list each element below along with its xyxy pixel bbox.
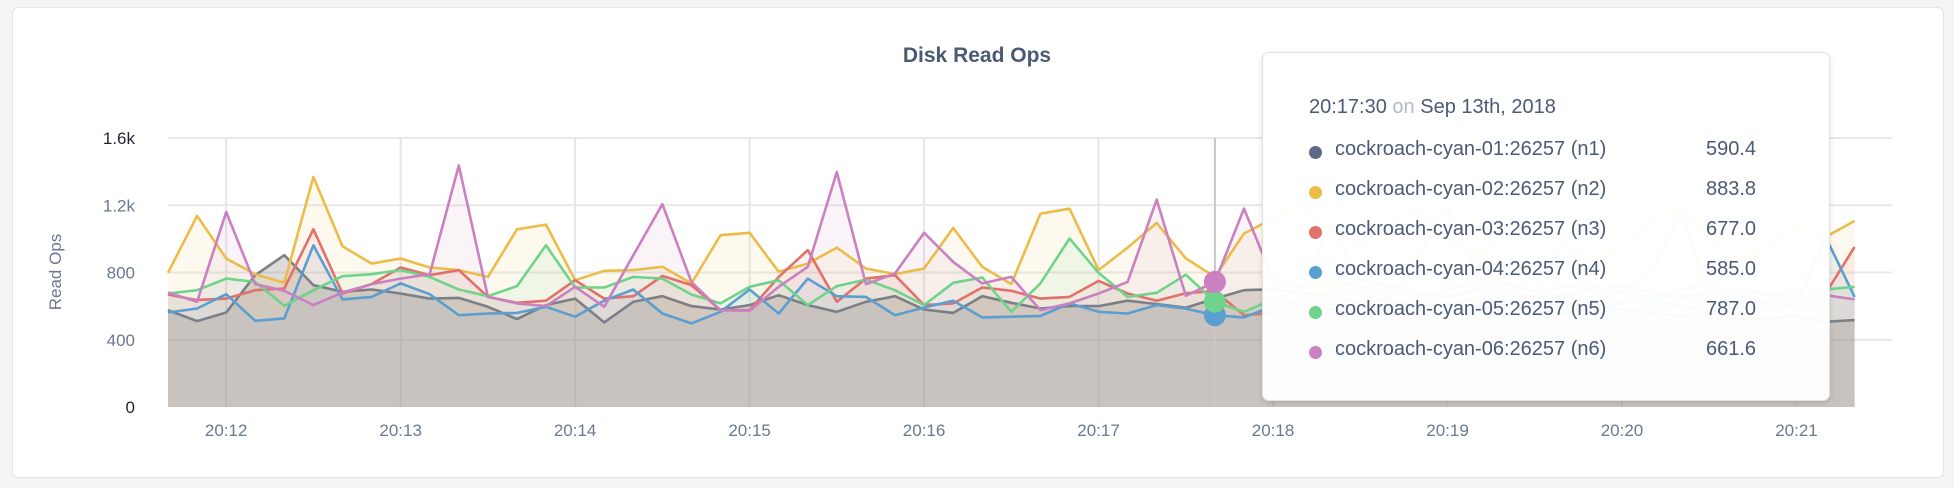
hover-point-n6 (1203, 270, 1226, 293)
hover-tooltip: 20:17:30 on Sep 13th, 2018 cockroach-cya… (1262, 52, 1830, 401)
tooltip-row: cockroach-cyan-03:26257 (n3) 677.0 (1309, 218, 1809, 248)
tooltip-row: cockroach-cyan-06:26257 (n6) 661.6 (1309, 338, 1809, 368)
chart-title: Disk Read Ops (902, 44, 1052, 67)
x-tick-label: 20:21 (1775, 421, 1818, 440)
x-tick-label: 20:18 (1252, 421, 1295, 440)
tooltip-row: cockroach-cyan-02:26257 (n2) 883.8 (1309, 178, 1809, 208)
tooltip-time: 20:17:30 (1309, 96, 1387, 118)
tooltip-series-value: 787.0 (1706, 298, 1757, 320)
x-tick-label: 20:20 (1601, 421, 1644, 440)
series-color-dot-icon (1309, 186, 1322, 199)
tooltip-row: cockroach-cyan-01:26257 (n1) 590.4 (1309, 138, 1809, 168)
x-axis-ticks: 20:12 20:13 20:14 20:15 20:16 20:17 20:18 20:19… (205, 421, 1818, 440)
tooltip-series-name: cockroach-cyan-02:26257 (n2) (1335, 178, 1607, 200)
tooltip-timestamp: 20:17:30 on Sep 13th, 2018 (1309, 96, 1556, 119)
tooltip-series-name: cockroach-cyan-06:26257 (n6) (1335, 338, 1607, 360)
tooltip-row: cockroach-cyan-04:26257 (n4) 585.0 (1309, 258, 1809, 288)
y-axis-label: Read Ops (46, 234, 65, 311)
y-tick-label: 400 (107, 331, 135, 350)
tooltip-row: cockroach-cyan-05:26257 (n5) 787.0 (1309, 298, 1809, 328)
y-tick-label: 1.2k (103, 196, 136, 215)
hover-indicator (1203, 138, 1226, 407)
x-tick-label: 20:14 (554, 421, 597, 440)
tooltip-on: on (1392, 96, 1415, 118)
tooltip-series-value: 590.4 (1706, 138, 1757, 160)
y-tick-label: 0 (126, 398, 135, 417)
series-color-dot-icon (1309, 306, 1322, 319)
x-tick-label: 20:13 (379, 421, 422, 440)
tooltip-series-value: 585.0 (1706, 258, 1757, 280)
tooltip-date: Sep 13th, 2018 (1420, 96, 1556, 118)
series-color-dot-icon (1309, 226, 1322, 239)
y-axis-ticks: 0 400 800 1.2k 1.6k (103, 129, 136, 417)
x-tick-label: 20:17 (1077, 421, 1120, 440)
y-tick-label: 1.6k (103, 129, 136, 148)
series-color-dot-icon (1309, 266, 1322, 279)
x-tick-label: 20:16 (903, 421, 946, 440)
tooltip-series-value: 883.8 (1706, 178, 1757, 200)
x-tick-label: 20:12 (205, 421, 248, 440)
tooltip-series-name: cockroach-cyan-01:26257 (n1) (1335, 138, 1607, 160)
y-tick-label: 800 (107, 264, 135, 283)
tooltip-series-value: 661.6 (1706, 338, 1757, 360)
tooltip-series-name: cockroach-cyan-03:26257 (n3) (1335, 218, 1607, 240)
tooltip-series-name: cockroach-cyan-04:26257 (n4) (1335, 258, 1607, 280)
series-color-dot-icon (1309, 346, 1322, 359)
tooltip-series-value: 677.0 (1706, 218, 1757, 240)
tooltip-series-name: cockroach-cyan-05:26257 (n5) (1335, 298, 1607, 320)
x-tick-label: 20:19 (1426, 421, 1469, 440)
hover-point-n5 (1203, 290, 1226, 313)
series-color-dot-icon (1309, 146, 1322, 159)
x-tick-label: 20:15 (728, 421, 771, 440)
